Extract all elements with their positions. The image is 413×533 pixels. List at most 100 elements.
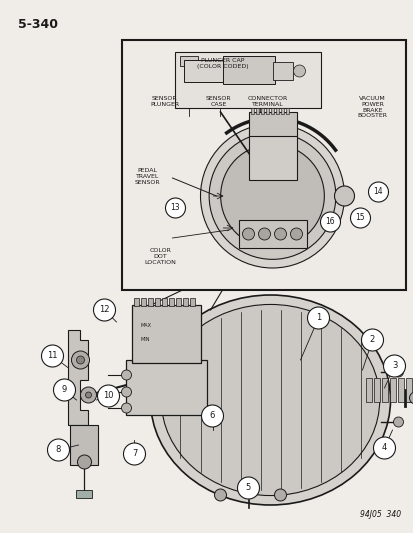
Bar <box>380 378 387 402</box>
Bar <box>222 56 274 84</box>
Circle shape <box>290 228 302 240</box>
Circle shape <box>93 299 115 321</box>
Bar <box>365 378 370 402</box>
Circle shape <box>121 370 131 380</box>
Bar <box>134 298 139 306</box>
Bar <box>180 56 198 66</box>
Circle shape <box>237 477 259 499</box>
Text: MAX: MAX <box>140 323 151 328</box>
Ellipse shape <box>150 295 389 505</box>
Bar <box>176 298 181 306</box>
Text: PEDAL
TRAVEL
SENSOR: PEDAL TRAVEL SENSOR <box>134 168 160 184</box>
Text: 7: 7 <box>131 449 137 458</box>
Bar <box>175 52 320 108</box>
Circle shape <box>361 329 382 351</box>
Circle shape <box>258 228 270 240</box>
Bar <box>148 298 153 306</box>
Circle shape <box>85 392 91 398</box>
Circle shape <box>76 356 84 364</box>
Text: 8: 8 <box>56 446 61 455</box>
Circle shape <box>320 212 339 232</box>
Circle shape <box>382 355 404 377</box>
Bar <box>238 220 306 248</box>
Bar <box>132 305 200 363</box>
Circle shape <box>307 307 329 329</box>
Circle shape <box>392 417 403 427</box>
Circle shape <box>201 405 223 427</box>
Circle shape <box>220 144 323 248</box>
Text: 11: 11 <box>47 351 57 360</box>
Circle shape <box>53 379 75 401</box>
Text: 2: 2 <box>369 335 374 344</box>
Circle shape <box>274 489 286 501</box>
Circle shape <box>408 392 413 404</box>
Bar <box>162 298 167 306</box>
Circle shape <box>368 182 387 202</box>
Bar <box>270 108 273 114</box>
Circle shape <box>293 65 305 77</box>
Text: 9: 9 <box>62 385 67 394</box>
Ellipse shape <box>161 304 379 496</box>
Bar <box>260 108 263 114</box>
Text: 16: 16 <box>325 217 335 227</box>
Text: 5: 5 <box>245 483 251 492</box>
Text: 15: 15 <box>355 214 364 222</box>
Circle shape <box>350 208 370 228</box>
Circle shape <box>97 385 119 407</box>
Text: 5-340: 5-340 <box>19 18 58 31</box>
Text: MIN: MIN <box>140 337 150 342</box>
Bar <box>70 425 98 465</box>
Bar <box>280 108 283 114</box>
Bar <box>155 298 160 306</box>
Circle shape <box>200 124 344 268</box>
Circle shape <box>77 455 91 469</box>
Bar <box>404 378 411 402</box>
Text: 12: 12 <box>99 305 109 314</box>
Polygon shape <box>68 330 88 425</box>
Bar <box>184 60 224 82</box>
Bar <box>183 298 188 306</box>
Text: 13: 13 <box>170 204 180 213</box>
Bar <box>265 108 268 114</box>
Text: 6: 6 <box>209 411 215 421</box>
Circle shape <box>71 351 89 369</box>
Bar <box>389 378 394 402</box>
Bar <box>285 108 288 114</box>
Text: COLOR
DOT
LOCATION: COLOR DOT LOCATION <box>144 248 176 264</box>
Text: 10: 10 <box>103 392 114 400</box>
Bar <box>76 490 92 498</box>
Bar <box>373 378 379 402</box>
Bar <box>169 298 174 306</box>
Bar <box>141 298 146 306</box>
Text: 14: 14 <box>373 188 382 197</box>
Bar <box>396 378 403 402</box>
Bar <box>190 298 195 306</box>
Circle shape <box>373 437 394 459</box>
Bar <box>275 108 278 114</box>
Bar <box>248 112 296 136</box>
Text: 94J05  340: 94J05 340 <box>359 510 401 519</box>
Circle shape <box>41 345 63 367</box>
Text: PLUNGER CAP
(COLOR CODED): PLUNGER CAP (COLOR CODED) <box>196 58 248 69</box>
Text: SENSOR
PLUNGER: SENSOR PLUNGER <box>150 96 179 107</box>
Circle shape <box>80 387 96 403</box>
Bar <box>122 40 404 290</box>
Text: 4: 4 <box>381 443 386 453</box>
Text: SENSOR
CASE: SENSOR CASE <box>205 96 231 107</box>
Circle shape <box>274 228 286 240</box>
Text: 3: 3 <box>391 361 396 370</box>
Bar <box>255 108 258 114</box>
Circle shape <box>121 403 131 413</box>
Bar <box>272 62 292 80</box>
Circle shape <box>209 133 335 260</box>
Circle shape <box>121 387 131 397</box>
Circle shape <box>123 443 145 465</box>
Text: VACUUM
POWER
BRAKE
BOOSTER: VACUUM POWER BRAKE BOOSTER <box>357 96 387 118</box>
Circle shape <box>334 186 354 206</box>
Circle shape <box>47 439 69 461</box>
Bar <box>126 360 206 415</box>
Text: CONNECTOR
TERMINAL: CONNECTOR TERMINAL <box>247 96 287 107</box>
Circle shape <box>214 489 226 501</box>
Bar <box>250 108 253 114</box>
Circle shape <box>392 367 403 377</box>
